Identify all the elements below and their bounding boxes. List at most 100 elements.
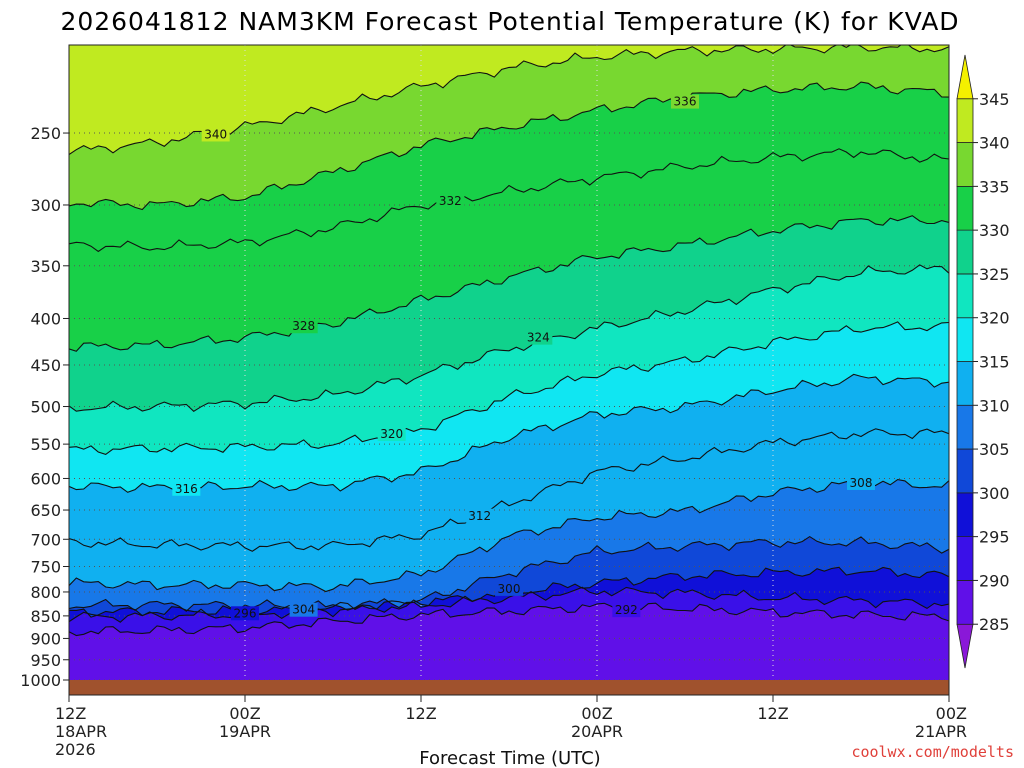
- y-tick-label: 950: [30, 651, 61, 670]
- isentrope-292: [69, 602, 949, 637]
- svg-text:328: 328: [292, 319, 315, 333]
- y-tick-label: 800: [30, 583, 61, 602]
- isentrope-304: [69, 535, 949, 612]
- theta-band: [69, 82, 949, 252]
- isentrope-316: [69, 373, 949, 493]
- y-tick-label: 750: [30, 557, 61, 576]
- isentrope-label-340: 340: [201, 127, 230, 142]
- y-tick-label: 900: [30, 629, 61, 648]
- x-tick-label: 2026: [55, 740, 96, 759]
- colorbar-swatch: [956, 361, 974, 406]
- y-axis: 250 300 350 400 450 500 550 600 650 700 750 800 850 9…: [20, 124, 69, 690]
- isentrope-328: [69, 215, 949, 352]
- colorbar-label: 285: [979, 615, 1010, 634]
- isentrope-312: [69, 428, 949, 552]
- x-axis-label: Forecast Time (UTC): [419, 748, 600, 768]
- theta-band: [69, 45, 949, 210]
- isentrope-label-292: 292: [612, 603, 641, 618]
- svg-text:308: 308: [850, 476, 873, 490]
- x-tick-label: 18APR: [55, 722, 107, 741]
- y-tick-label: 650: [30, 501, 61, 520]
- isentrope-324: [69, 264, 949, 412]
- isentrope-lines: [69, 45, 949, 637]
- svg-text:336: 336: [674, 95, 697, 109]
- colorbar-swatch: [956, 142, 974, 187]
- theta-band: [69, 215, 949, 412]
- colorbar-swatch: [956, 492, 974, 538]
- colorbar-swatch: [956, 185, 974, 231]
- x-tick-label: 00Z: [936, 704, 967, 723]
- colorbar-label: 330: [979, 221, 1010, 240]
- colorbar-label: 325: [979, 265, 1010, 284]
- isentrope-labels: 292 296 300 304 308 312 316 320 324 328 332 336 340: [172, 94, 875, 621]
- theta-band: [69, 587, 949, 636]
- theta-band: [69, 148, 949, 352]
- plot-area: [69, 45, 949, 680]
- ground-surface: [69, 680, 949, 695]
- theta-band: [69, 536, 949, 618]
- y-tick-label: 850: [30, 607, 61, 626]
- svg-text:292: 292: [615, 603, 638, 617]
- isentrope-308: [69, 479, 949, 593]
- colorbar-label: 295: [979, 528, 1010, 547]
- y-tick-label: 600: [30, 469, 61, 488]
- colorbar-swatch: [956, 536, 974, 581]
- theta-band: [69, 264, 949, 455]
- x-tick-label: 20APR: [571, 722, 623, 741]
- colorbar-swatch: [956, 229, 974, 275]
- y-tick-label: 1000: [20, 671, 61, 690]
- colorbar-swatch: [956, 98, 974, 143]
- y-tick-label: 350: [30, 257, 61, 276]
- svg-text:316: 316: [175, 482, 198, 496]
- colorbar: 285 290 295 300 305 310 315 320 325 330 335 340 345: [956, 54, 1010, 669]
- isentrope-label-336: 336: [671, 94, 699, 109]
- colorbar-swatch: [956, 580, 974, 625]
- isentrope-296: [69, 586, 949, 623]
- x-tick-label: 00Z: [229, 704, 260, 723]
- x-tick-label: 12Z: [55, 704, 86, 723]
- isentrope-336: [69, 81, 949, 211]
- x-tick-label: 21APR: [915, 722, 967, 741]
- plot-frame: [68, 44, 950, 696]
- x-tick-label: 12Z: [757, 704, 788, 723]
- isentrope-320: [69, 321, 949, 456]
- y-tick-label: 500: [30, 398, 61, 417]
- svg-text:340: 340: [204, 127, 227, 141]
- x-tick-label: 19APR: [219, 722, 271, 741]
- colorbar-swatch: [956, 404, 974, 450]
- colorbar-swatch: [956, 623, 974, 669]
- svg-text:324: 324: [527, 331, 550, 345]
- isentrope-label-320: 320: [377, 426, 406, 441]
- colorbar-label: 320: [979, 309, 1010, 328]
- y-tick-label: 550: [30, 435, 61, 454]
- svg-text:320: 320: [380, 427, 403, 441]
- isentrope-label-316: 316: [172, 481, 201, 496]
- colorbar-label: 300: [979, 484, 1010, 503]
- isentrope-label-324: 324: [524, 330, 553, 345]
- theta-band: [69, 374, 949, 552]
- y-tick-label: 450: [30, 356, 61, 375]
- isentrope-label-304: 304: [289, 602, 318, 617]
- colorbar-label: 305: [979, 440, 1010, 459]
- colorbar-label: 335: [979, 177, 1010, 196]
- svg-text:332: 332: [439, 194, 462, 208]
- svg-text:300: 300: [498, 582, 521, 596]
- colorbar-swatch: [956, 54, 974, 100]
- isentrope-332: [69, 148, 949, 253]
- y-tick-label: 400: [30, 309, 61, 328]
- colorbar-label: 345: [979, 90, 1010, 109]
- y-tick-label: 300: [30, 196, 61, 215]
- colorbar-label: 340: [979, 134, 1010, 153]
- isentrope-label-332: 332: [436, 193, 465, 208]
- x-tick-label: 00Z: [581, 704, 612, 723]
- isentrope-label-312: 312: [465, 508, 494, 523]
- credit-text: coolwx.com/modelts: [851, 743, 1014, 761]
- svg-text:312: 312: [468, 509, 491, 523]
- isentrope-label-328: 328: [289, 319, 318, 334]
- colorbar-label: 310: [979, 396, 1010, 415]
- chart-title: 2026041812 NAM3KM Forecast Potential Tem…: [60, 7, 959, 36]
- theta-band: [69, 45, 949, 155]
- theta-band: [69, 603, 949, 680]
